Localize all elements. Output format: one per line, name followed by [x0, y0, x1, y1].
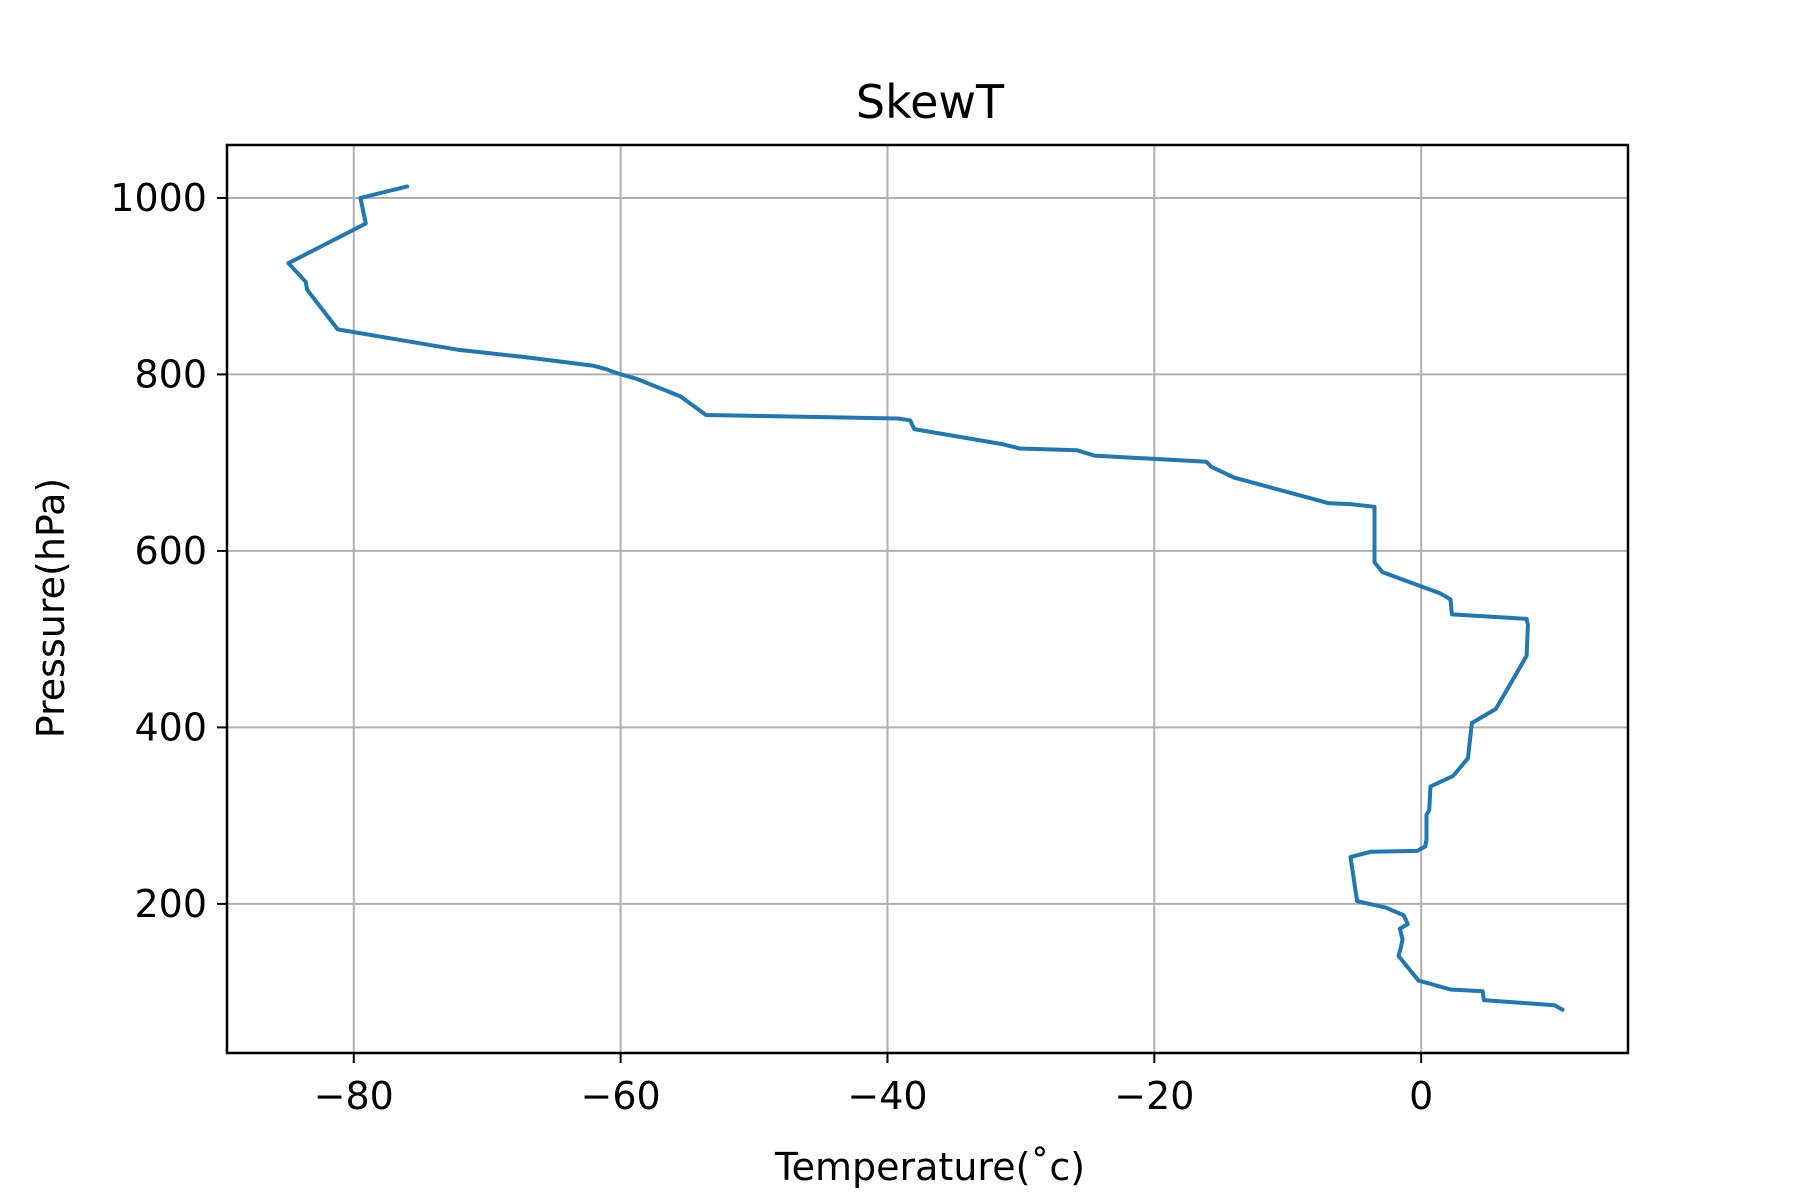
x-tick-label: −40 — [847, 1074, 927, 1118]
grid-lines — [227, 145, 1628, 1053]
plot-frame — [225, 143, 1630, 1055]
y-axis-label: Pressure(hPa) — [29, 478, 73, 739]
x-tick-label: 0 — [1409, 1074, 1433, 1118]
x-axis-label: Temperature(˚c) — [774, 1145, 1085, 1189]
y-tick-label: 1000 — [110, 176, 207, 220]
y-tick-label: 400 — [134, 705, 207, 749]
y-tick-label: 800 — [134, 352, 207, 396]
y-tick-label: 200 — [134, 882, 207, 926]
temperature-profile-line — [286, 184, 1565, 1012]
series-layer — [286, 184, 1565, 1012]
x-tick-label: −20 — [1114, 1074, 1194, 1118]
x-tick-label: −60 — [581, 1074, 661, 1118]
chart-title: SkewT — [856, 75, 1005, 129]
x-tick-label: −80 — [314, 1074, 394, 1118]
y-tick-label: 600 — [134, 529, 207, 573]
axis-ticks: −80 −60 −40 −20 0 200 400 600 800 1000 — [110, 176, 1433, 1118]
